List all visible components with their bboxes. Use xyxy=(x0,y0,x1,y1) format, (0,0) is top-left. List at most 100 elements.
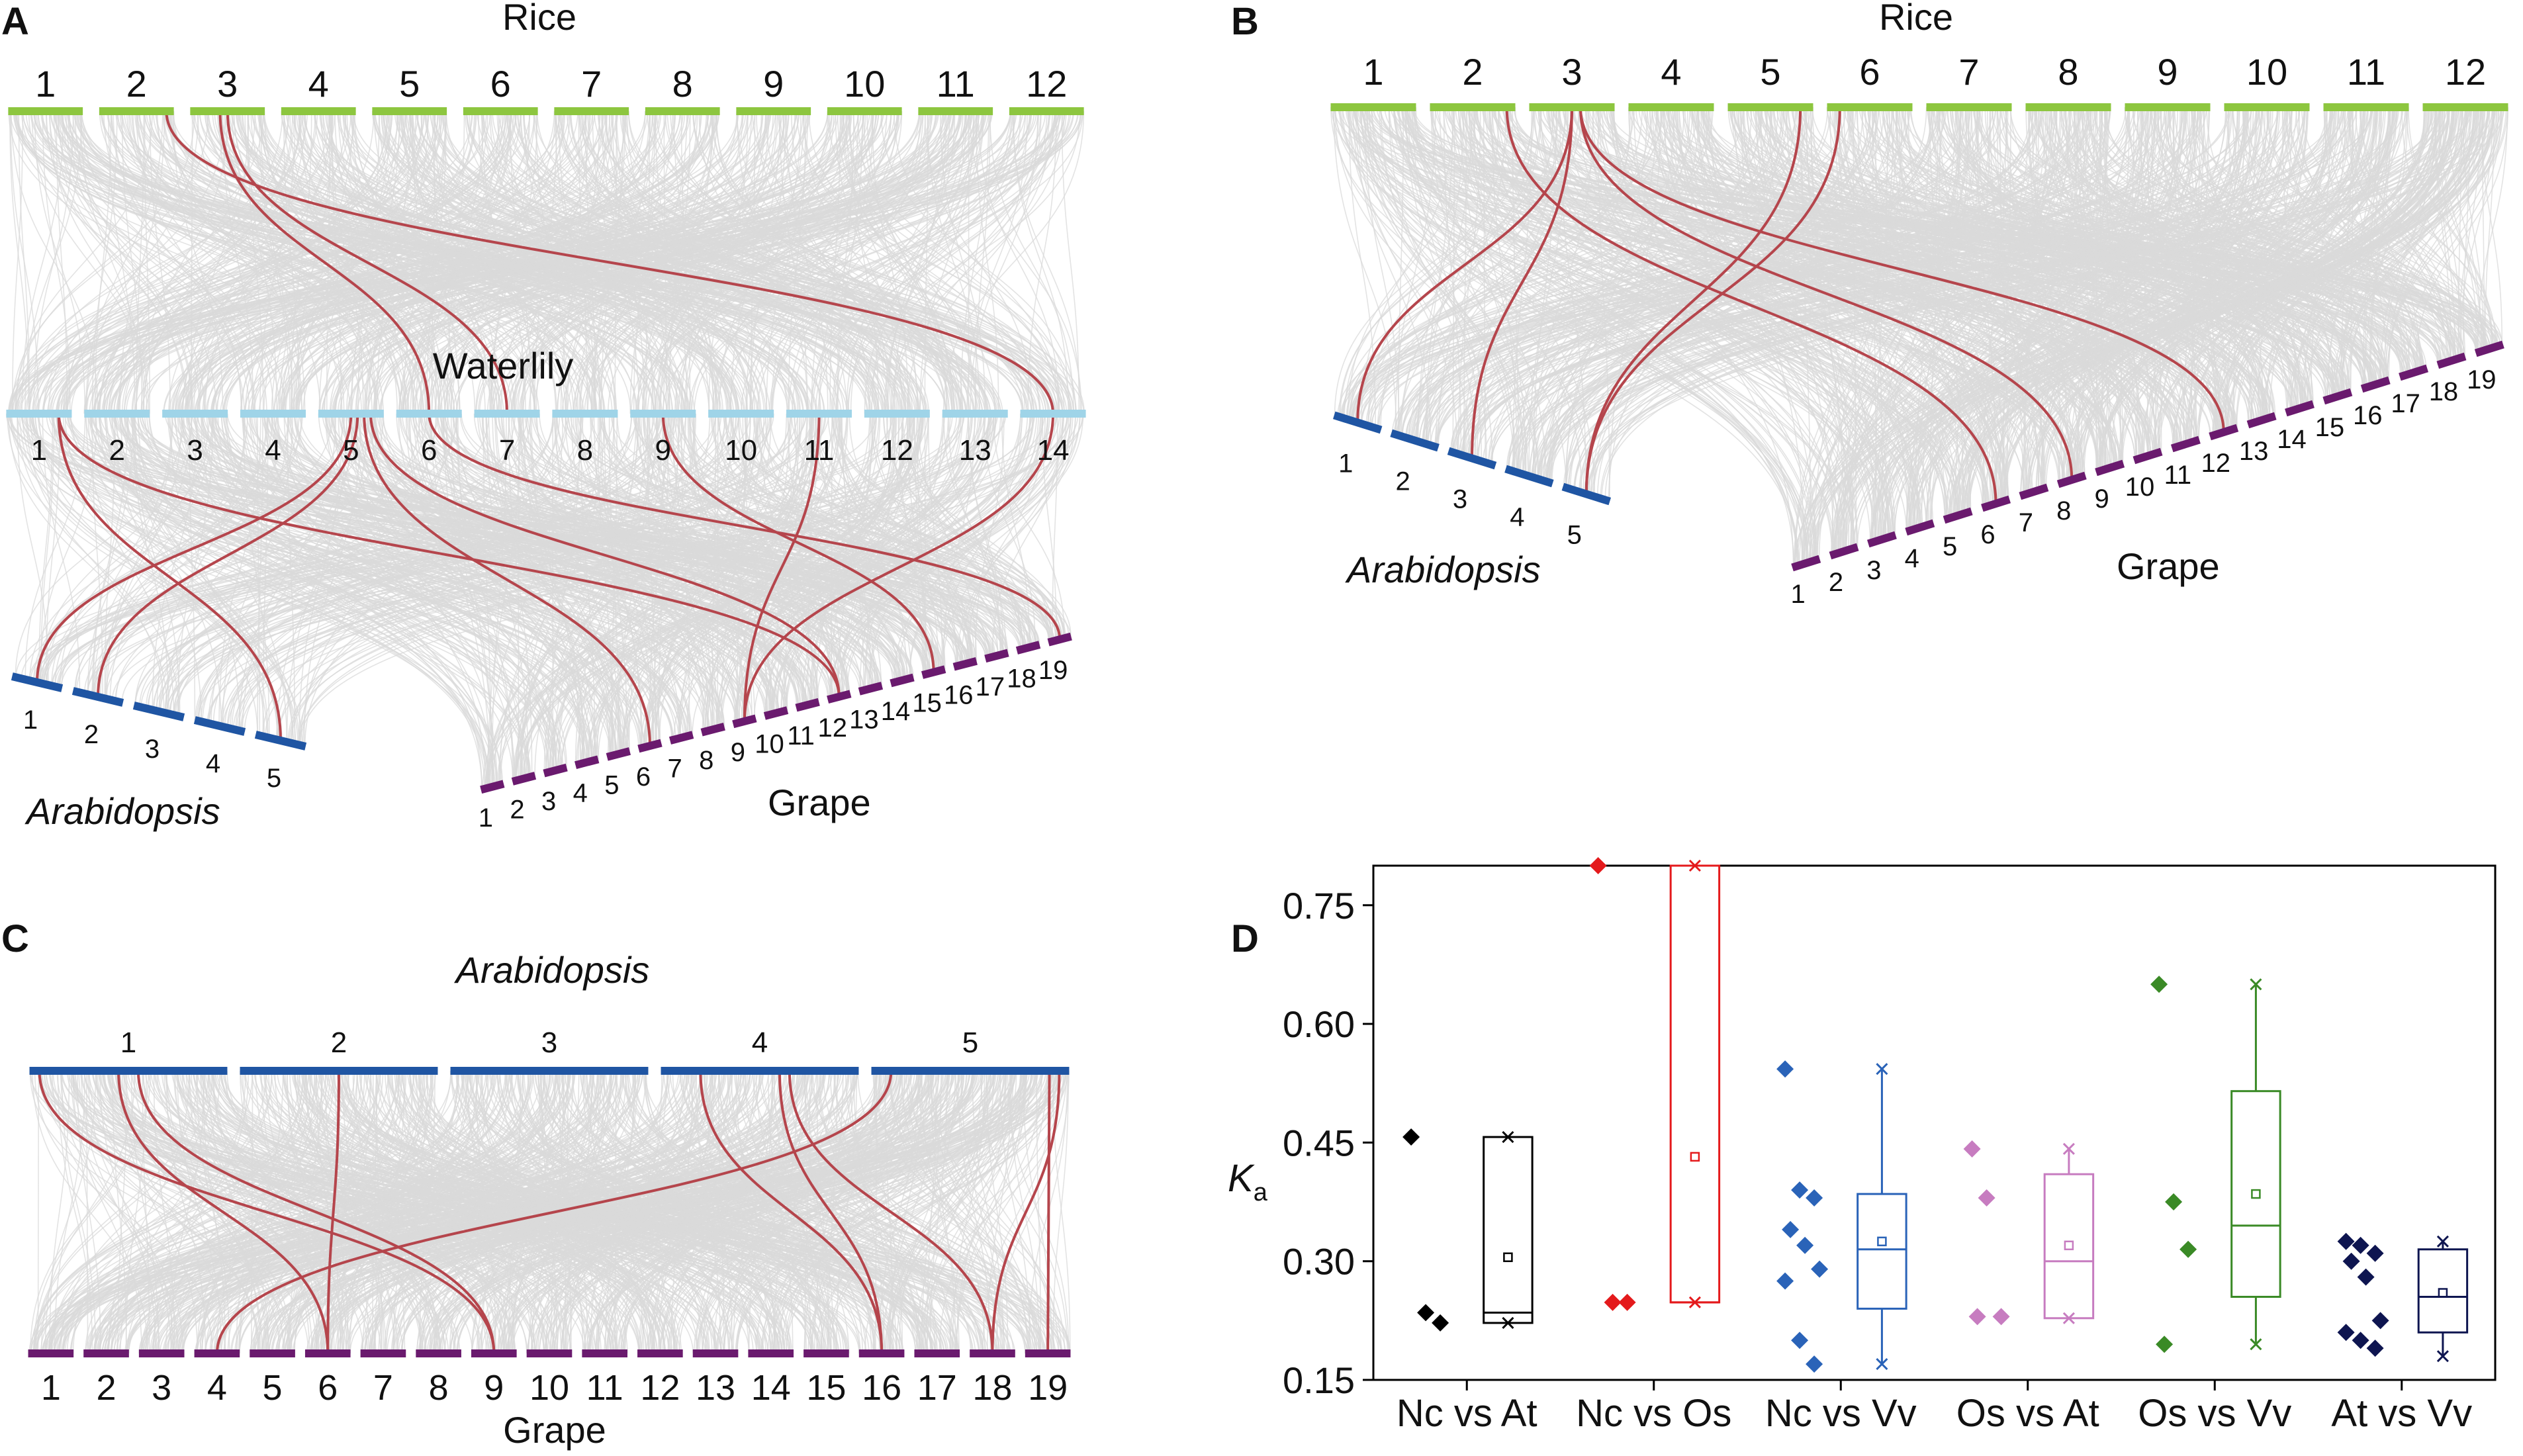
panel-a-link-rice-waterlily xyxy=(12,111,24,414)
panel-a-grape-chr-6 xyxy=(637,739,663,753)
panel-a-link-waterlily-dicot xyxy=(244,413,805,732)
panel-b-link-rice-dicot xyxy=(1782,107,2386,382)
panel-b-link-rice-dicot xyxy=(1469,107,2334,458)
panel-c-grape-label-17: 17 xyxy=(917,1368,957,1408)
panel-a-link-rice-waterlily xyxy=(198,111,783,414)
panel-c-grape-label-19: 19 xyxy=(1028,1368,1068,1408)
panel-c-grape-label-5: 5 xyxy=(263,1368,283,1408)
panel-b-link-rice-dicot xyxy=(2193,107,2218,435)
panel-a-link-waterlily-dicot xyxy=(747,413,962,721)
panel-b-link-rice-dicot xyxy=(1407,107,1590,496)
panel-c-link-arabidopsis-grape xyxy=(122,1070,291,1354)
panel-b-link-rice-dicot xyxy=(2303,107,2494,407)
panel-b-link-rice-dicot xyxy=(2024,107,2039,495)
panel-c-link-arabidopsis-grape xyxy=(731,1070,807,1354)
panel-c-link-arabidopsis-grape xyxy=(50,1070,253,1354)
panel-a-grape-chr-9 xyxy=(732,714,757,729)
panel-b-link-rice-dicot xyxy=(1700,107,1993,505)
panel-b-arabidopsis-track: 1 2 3 4 5 xyxy=(1332,411,1612,550)
panel-a-link-rice-waterlily xyxy=(621,111,768,414)
panel-a-link-rice-waterlily xyxy=(118,111,256,414)
panel-a-link-rice-waterlily xyxy=(345,111,531,414)
panel-a-waterlily-label-9: 9 xyxy=(655,434,671,467)
panel-a-highlight-link xyxy=(57,413,282,741)
panel-a-link-waterlily-dicot xyxy=(208,413,982,724)
panel-c-link-arabidopsis-grape xyxy=(330,1070,640,1354)
panel-a-grape-label-12: 12 xyxy=(818,713,848,743)
panel-a-link-rice-waterlily xyxy=(601,111,654,414)
panel-a-link-rice-waterlily xyxy=(642,111,892,414)
panel-a-link-rice-waterlily xyxy=(1027,111,1057,414)
panel-a-link-waterlily-dicot xyxy=(370,413,802,707)
panel-b-link-rice-dicot xyxy=(1831,107,2144,555)
panel-a-grape-label-15: 15 xyxy=(912,689,942,718)
panel-d-category-label: Os vs At xyxy=(1956,1392,2099,1435)
panel-b-grape-chr-12 xyxy=(2209,424,2239,441)
panel-d-mean-marker xyxy=(2251,1189,2261,1199)
panel-a-link-rice-waterlily xyxy=(244,111,306,414)
panel-a-arabidopsis-label-3: 3 xyxy=(145,735,160,764)
panel-a-arabidopsis-chr-5 xyxy=(254,731,307,751)
panel-d-ylabel: Ka xyxy=(1228,1157,1268,1206)
panel-a-grape-track: 1 2 3 4 5 6 7 8 9 10 11 12 13 14 15 16 17 18 19 xyxy=(479,632,1072,833)
panel-b-link-rice-dicot xyxy=(2355,107,2461,358)
panel-a-link-rice-waterlily xyxy=(28,111,245,414)
panel-b-grape-chr-8 xyxy=(2056,471,2087,488)
panel-a-link-waterlily-dicot xyxy=(26,413,165,713)
panel-a-rice-track: 1 2 3 4 5 6 7 8 9 10 11 12 xyxy=(8,63,1084,115)
panel-b-link-rice-dicot xyxy=(1804,107,2278,564)
panel-a-grape-label-9: 9 xyxy=(731,738,745,767)
panel-c-link-arabidopsis-grape xyxy=(342,1070,385,1354)
panel-c-link-arabidopsis-grape xyxy=(918,1070,1068,1354)
panel-c-link-arabidopsis-grape xyxy=(786,1070,964,1354)
panel-a-link-rice-waterlily xyxy=(10,111,39,414)
panel-b-link-rice-dicot xyxy=(2038,107,2079,490)
panel-b-grape-label-11: 11 xyxy=(2164,461,2192,490)
panel-d-data-point xyxy=(1811,1260,1829,1278)
panel-c-link-arabidopsis-grape xyxy=(461,1070,623,1354)
panel-a-link-rice-waterlily xyxy=(523,111,650,414)
panel-c-link-arabidopsis-grape xyxy=(110,1070,623,1354)
panel-b-link-rice-dicot xyxy=(1367,107,1583,426)
panel-c-link-arabidopsis-grape xyxy=(872,1070,1040,1354)
panel-a-link-waterlily-dicot xyxy=(864,413,944,690)
panel-a-link-rice-waterlily xyxy=(137,111,410,414)
panel-a-grape-chr-10 xyxy=(763,706,789,720)
panel-a-waterlily-label-11: 11 xyxy=(804,434,835,467)
panel-b-highlight-link xyxy=(1356,107,1573,423)
panel-d-box xyxy=(2417,1248,2469,1334)
panel-c-link-arabidopsis-grape xyxy=(1007,1070,1070,1354)
panel-b-link-rice-dicot xyxy=(1603,107,2450,361)
panel-c-link-arabidopsis-grape xyxy=(586,1070,829,1354)
panel-b-link-rice-dicot xyxy=(1896,107,2268,419)
panel-a-rice-label-1: 1 xyxy=(35,63,56,105)
panel-a-link-waterlily-dicot xyxy=(330,413,962,666)
panel-a-grape-chr-4 xyxy=(574,755,600,769)
panel-c-link-arabidopsis-grape xyxy=(490,1070,1071,1354)
panel-c-highlight-link xyxy=(326,1070,340,1354)
panel-b-grape-label-10: 10 xyxy=(2125,473,2155,502)
panel-c-grape-label-11: 11 xyxy=(586,1368,623,1408)
panel-b-arabidopsis-label-2: 2 xyxy=(1395,467,1410,496)
panel-c-highlight-link xyxy=(788,1070,994,1354)
panel-b-rice-label-2: 2 xyxy=(1462,51,1483,93)
panel-d-ylabel-main: K xyxy=(1228,1157,1255,1200)
panel-b-arabidopsis-chr-2 xyxy=(1390,429,1440,452)
panel-d-data-point xyxy=(1432,1314,1449,1332)
panel-b-grape-title: Grape xyxy=(2117,545,2220,587)
panel-c-link-arabidopsis-grape xyxy=(811,1070,906,1354)
panel-b-link-rice-dicot xyxy=(1414,107,1829,441)
panel-a-link-rice-waterlily xyxy=(843,111,1059,414)
panel-d-data-point xyxy=(2165,1193,2183,1211)
panel-d-axes-frame xyxy=(1372,864,2497,1381)
panel-b-link-rice-dicot xyxy=(2457,107,2481,359)
panel-a-link-waterlily-dicot xyxy=(519,413,661,743)
panel-b-link-rice-dicot xyxy=(2124,107,2383,383)
panel-b-grape-label-9: 9 xyxy=(2095,484,2109,514)
panel-a-link-rice-waterlily xyxy=(263,111,410,414)
panel-a-arabidopsis-label-5: 5 xyxy=(267,764,281,793)
panel-a-grape-chr-7 xyxy=(668,731,694,745)
panel-a-link-rice-waterlily xyxy=(13,111,602,414)
panel-b-link-rice-dicot xyxy=(2153,107,2477,353)
panel-d-mean-marker xyxy=(1503,1252,1513,1262)
